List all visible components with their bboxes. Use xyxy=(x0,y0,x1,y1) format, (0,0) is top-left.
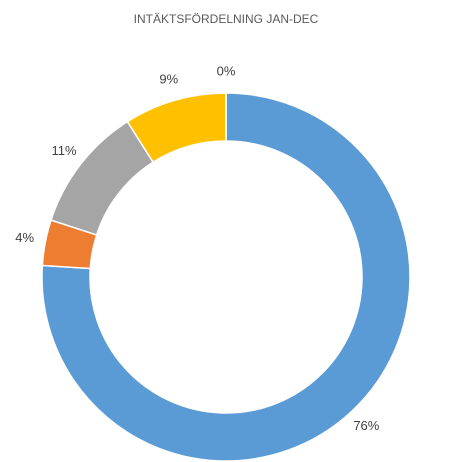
chart-title: INTÄKTSFÖRDELNING JAN-DEC xyxy=(134,12,319,26)
data-label: 4% xyxy=(15,230,34,245)
donut-slice xyxy=(41,92,411,462)
data-label: 0% xyxy=(217,63,236,78)
data-label: 9% xyxy=(159,72,178,87)
data-label: 76% xyxy=(353,418,379,433)
data-label: 11% xyxy=(51,143,76,158)
